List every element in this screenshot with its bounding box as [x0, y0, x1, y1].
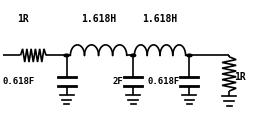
Text: 2F: 2F	[113, 77, 123, 86]
Circle shape	[187, 54, 192, 57]
Text: 1R: 1R	[234, 72, 246, 82]
Text: 1.618H: 1.618H	[81, 14, 116, 24]
Circle shape	[131, 54, 136, 57]
Text: 0.618F: 0.618F	[3, 77, 35, 86]
Text: 1.618H: 1.618H	[142, 14, 178, 24]
Circle shape	[64, 54, 69, 57]
Text: 0.618F: 0.618F	[147, 77, 179, 86]
Text: 1R: 1R	[17, 14, 29, 24]
